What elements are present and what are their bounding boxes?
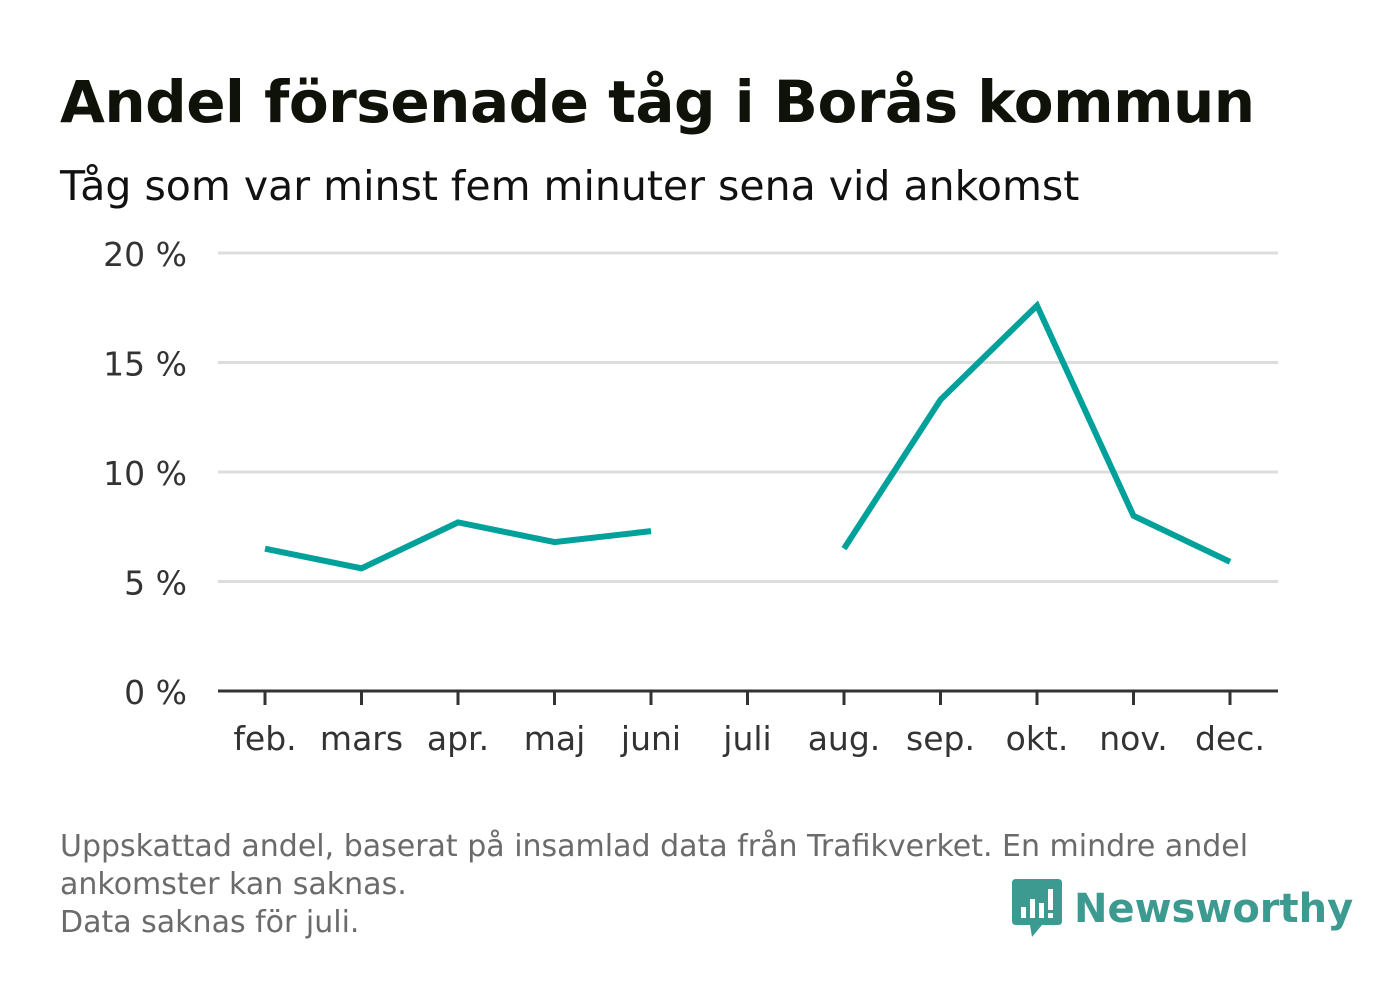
x-tick-label-10: dec. [1195, 719, 1265, 758]
chart-title: Andel försenade tåg i Borås kommun [60, 68, 1255, 136]
bar-chart-speech-icon [1012, 879, 1062, 937]
series-line-segment-1 [264, 519, 652, 572]
x-tick-label-0: feb. [233, 719, 296, 758]
y-tick-label-2: 10 % [103, 454, 187, 493]
footnote-line-3: Data saknas för juli. [60, 905, 360, 940]
x-tick-label-7: sep. [906, 719, 975, 758]
y-tick-label-0: 0 % [124, 673, 187, 712]
x-tick-label-9: nov. [1099, 719, 1168, 758]
x-tick-label-8: okt. [1006, 719, 1069, 758]
grid-lines [218, 251, 1278, 583]
footnote: Uppskattad andel, baserat på insamlad da… [60, 828, 1310, 942]
brand-logo: Newsworthy [1012, 878, 1353, 940]
y-tick-label-1: 5 % [124, 564, 187, 603]
footnote-line-1: Uppskattad andel, baserat på insamlad da… [60, 829, 1249, 864]
series-lines [264, 300, 1232, 572]
y-tick-label-4: 20 % [103, 235, 187, 274]
brand-name: Newsworthy [1074, 886, 1354, 932]
footnote-line-2: ankomster kan saknas. [60, 867, 407, 902]
y-axis-ticks: 0 % 5 % 10 % 15 % 20 % [103, 235, 187, 712]
chart-subtitle: Tåg som var minst fem minuter sena vid a… [60, 162, 1080, 210]
x-tick-label-3: maj [524, 719, 586, 758]
y-tick-label-3: 15 % [103, 345, 187, 384]
series-line-segment-2 [841, 300, 1232, 565]
x-axis: feb. mars apr. maj juni juli aug. sep. okt. nov. d… [218, 689, 1278, 758]
x-tick-label-4: juni [620, 719, 681, 758]
x-tick-label-6: aug. [808, 719, 881, 758]
x-tick-label-5: juli [722, 719, 771, 758]
x-tick-label-2: apr. [427, 719, 489, 758]
x-tick-label-1: mars [320, 719, 403, 758]
